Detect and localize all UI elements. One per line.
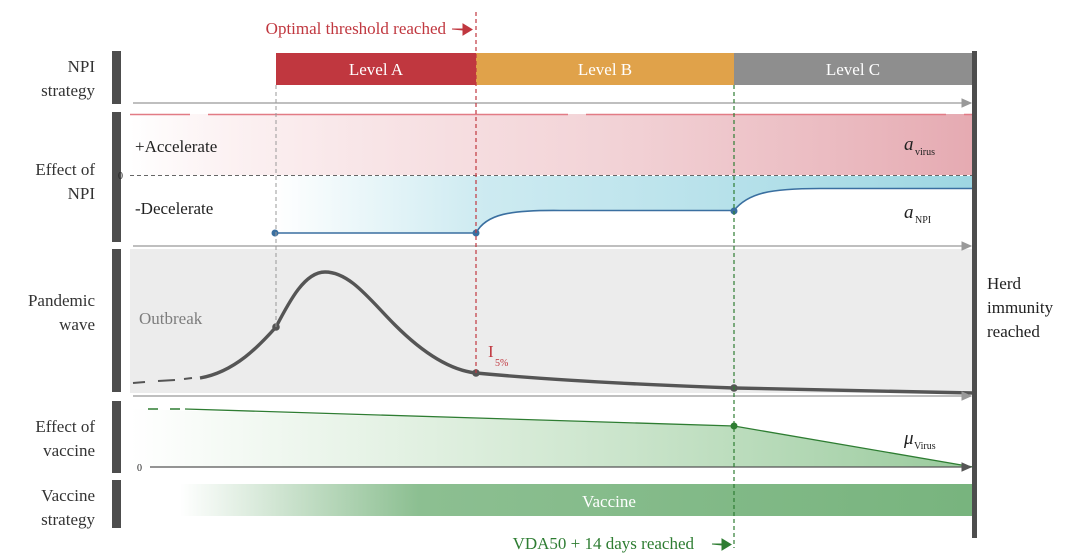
- level-b-bar: [476, 53, 734, 85]
- a-npi-symbol: a: [904, 202, 914, 223]
- optimal-threshold-annotation: Optimal threshold reached: [266, 19, 447, 38]
- vaccine-point: [730, 422, 738, 430]
- effect-vaccine-band: [112, 401, 121, 473]
- i-symbol: I: [488, 342, 494, 361]
- herd-immunity-label-2: immunity: [987, 298, 1054, 317]
- pandemic-wave-band: [112, 249, 121, 392]
- vaccine-strategy-label-2: strategy: [41, 510, 95, 529]
- effect-npi-label-2: NPI: [68, 184, 96, 203]
- pandemic-wave-background: [130, 249, 973, 393]
- herd-immunity-label-1: Herd: [987, 274, 1021, 293]
- vda50-arrow-icon: [711, 538, 732, 551]
- mu-symbol: μ: [903, 428, 914, 449]
- vaccine-strategy-band: [112, 480, 121, 528]
- pandemic-wave-curve: [199, 270, 974, 395]
- mu-subscript: Virus: [914, 441, 936, 452]
- npi-zero-label: 0: [118, 171, 123, 182]
- vda50-annotation: VDA50 + 14 days reached: [513, 534, 695, 553]
- wave-dashed-start: [132, 377, 193, 384]
- decelerate-region: [274, 176, 973, 233]
- level-b-label: Level B: [578, 60, 632, 79]
- vaccine-strategy-bar: [180, 484, 973, 516]
- vaccine-zero-label: 0: [137, 463, 142, 474]
- optimal-threshold-arrow-icon: [451, 23, 473, 36]
- npi-strategy-label-2: strategy: [41, 81, 95, 100]
- npi-strategy-label-1: NPI: [68, 57, 96, 76]
- a-npi-subscript: NPI: [915, 215, 931, 226]
- npi-point-level-a: [271, 229, 279, 237]
- effect-npi-band: [112, 112, 121, 242]
- accelerate-region: [130, 114, 973, 175]
- vaccine-bar-label: Vaccine: [582, 492, 636, 511]
- level-a-bar: [276, 53, 476, 85]
- herd-immunity-bar: [972, 51, 977, 538]
- vaccine-strategy-label-1: Vaccine: [41, 486, 95, 505]
- vaccine-effect-region: [130, 409, 973, 467]
- npi-effect-curve: [275, 187, 973, 234]
- level-a-label: Level A: [349, 60, 404, 79]
- effect-vaccine-label-2: vaccine: [43, 441, 95, 460]
- effect-npi-label-1: Effect of: [35, 160, 95, 179]
- a-virus-subscript: virus: [915, 147, 935, 158]
- a-virus-symbol: a: [904, 134, 914, 155]
- outbreak-label: Outbreak: [139, 309, 203, 328]
- i-subscript: 5%: [495, 358, 508, 369]
- pandemic-wave-label-1: Pandemic: [28, 291, 95, 310]
- herd-immunity-label-3: reached: [987, 322, 1040, 341]
- npi-strategy-band: [112, 51, 121, 104]
- level-c-label: Level C: [826, 60, 880, 79]
- accelerate-label: +Accelerate: [135, 137, 217, 156]
- decelerate-label: -Decelerate: [135, 199, 213, 218]
- level-c-bar: [734, 53, 973, 85]
- effect-vaccine-label-1: Effect of: [35, 417, 95, 436]
- pandemic-wave-label-2: wave: [59, 315, 95, 334]
